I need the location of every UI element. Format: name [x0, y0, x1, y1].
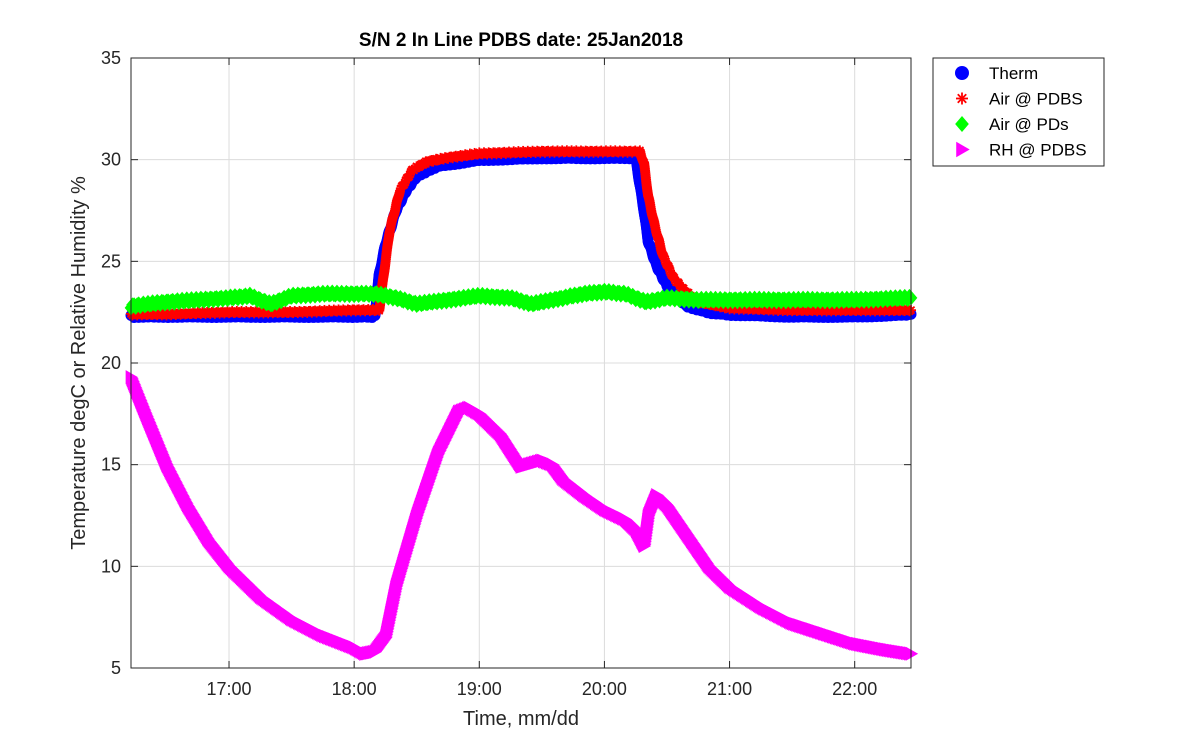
x-tick-label: 19:00	[457, 679, 502, 699]
x-tick-label: 21:00	[707, 679, 752, 699]
legend-entry: Therm	[955, 64, 1038, 83]
axis-ticks: 17:00 18:00 19:00 20:00 21:00 22:00 5 10 15 20 25 3…	[101, 48, 911, 699]
x-axis-label: Time, mm/dd	[463, 708, 579, 730]
legend-entry: Air @ PDs	[955, 115, 1069, 134]
y-tick-label: 15	[101, 455, 121, 475]
data-series	[124, 145, 919, 661]
legend-items: Therm Air @ PDBS Air @ PDs RH @ PDBS	[955, 64, 1087, 160]
legend-marker	[955, 66, 969, 80]
y-tick-label: 10	[101, 556, 121, 576]
data-point	[905, 646, 919, 661]
x-tick-label: 17:00	[206, 679, 251, 699]
y-axis-label: Temperature degC or Relative Humidity %	[68, 176, 90, 550]
legend-label: Air @ PDs	[989, 115, 1069, 134]
legend-marker	[955, 115, 969, 133]
chart-title: S/N 2 In Line PDBS date: 25Jan2018	[359, 30, 683, 51]
y-tick-label: 30	[101, 150, 121, 170]
y-tick-label: 25	[101, 251, 121, 271]
x-tick-label: 20:00	[582, 679, 627, 699]
legend-label: Air @ PDBS	[989, 90, 1083, 109]
legend-entry: RH @ PDBS	[956, 141, 1087, 160]
y-tick-label: 35	[101, 48, 121, 68]
legend-marker	[956, 92, 968, 105]
x-tick-label: 18:00	[332, 679, 377, 699]
x-tick-label: 22:00	[832, 679, 877, 699]
y-tick-label: 20	[101, 353, 121, 373]
y-tick-label: 5	[111, 658, 121, 678]
legend-entry: Air @ PDBS	[956, 90, 1083, 109]
series-diamond	[124, 282, 918, 316]
legend-label: RH @ PDBS	[989, 141, 1087, 160]
series-triangle-right	[125, 370, 919, 661]
legend-marker	[956, 141, 970, 158]
legend-label: Therm	[989, 64, 1038, 83]
legend: Therm Air @ PDBS Air @ PDs RH @ PDBS	[932, 57, 1105, 167]
